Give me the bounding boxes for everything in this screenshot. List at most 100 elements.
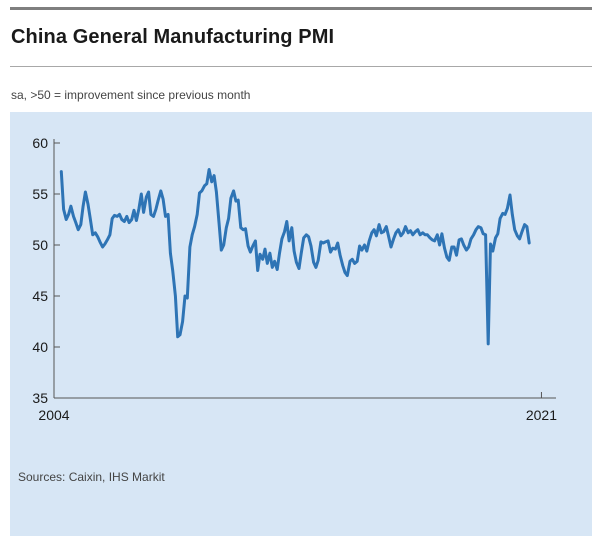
data-point	[80, 223, 82, 226]
data-point	[523, 223, 526, 226]
data-point	[123, 220, 126, 223]
data-point	[104, 243, 106, 245]
data-point	[65, 218, 67, 221]
data-point	[358, 245, 361, 247]
data-point	[363, 244, 366, 246]
data-point	[235, 200, 237, 202]
data-point	[475, 228, 477, 231]
data-point	[208, 168, 210, 171]
data-point	[373, 228, 375, 231]
data-point	[312, 261, 315, 264]
data-point	[167, 213, 169, 216]
data-point	[431, 239, 434, 241]
y-tick-label: 50	[32, 237, 48, 253]
data-point	[317, 259, 320, 262]
data-point	[150, 213, 152, 216]
data-point	[128, 221, 130, 224]
data-point	[225, 226, 228, 229]
data-point	[467, 246, 470, 248]
data-point	[513, 228, 516, 231]
data-point	[368, 240, 371, 242]
data-point	[339, 254, 341, 256]
data-point	[230, 197, 232, 199]
data-point	[349, 260, 351, 263]
pmi-series-line	[59, 168, 531, 346]
data-point	[288, 240, 290, 242]
data-point	[443, 247, 446, 249]
data-point	[121, 218, 123, 221]
data-point	[113, 214, 116, 217]
data-point	[70, 205, 72, 207]
data-point	[380, 232, 383, 234]
data-point	[472, 234, 475, 236]
data-point	[438, 244, 441, 246]
data-point	[353, 262, 356, 265]
data-point	[222, 244, 225, 246]
data-point	[249, 251, 252, 253]
data-point	[193, 225, 196, 228]
data-point	[181, 320, 184, 323]
data-point	[130, 218, 133, 221]
data-point	[145, 196, 148, 198]
data-point	[302, 237, 305, 239]
data-point	[417, 228, 419, 231]
data-point	[106, 239, 109, 241]
data-point	[492, 250, 494, 252]
data-point	[206, 183, 208, 185]
data-point	[433, 240, 436, 242]
data-point	[218, 221, 220, 224]
data-point	[118, 213, 121, 216]
data-point	[390, 246, 392, 248]
data-point	[385, 225, 388, 228]
data-point	[356, 260, 359, 263]
data-point	[87, 203, 89, 205]
data-point	[252, 245, 254, 247]
data-point	[378, 223, 380, 226]
data-point	[210, 181, 213, 183]
data-point	[336, 242, 339, 244]
data-point	[295, 261, 298, 264]
data-point	[298, 267, 300, 270]
y-tick-label: 35	[32, 390, 48, 406]
data-point	[240, 226, 242, 229]
data-point	[366, 250, 368, 252]
data-point	[375, 235, 378, 237]
data-point	[400, 235, 402, 237]
data-point	[404, 225, 407, 228]
data-point	[198, 192, 201, 194]
data-point	[91, 234, 94, 236]
data-point	[482, 233, 485, 235]
data-point	[499, 217, 501, 220]
data-point	[407, 232, 410, 234]
data-point	[426, 234, 429, 236]
data-point	[152, 215, 155, 218]
data-point	[171, 269, 174, 272]
chart-panel	[10, 112, 592, 536]
data-point	[392, 238, 395, 240]
data-point	[387, 236, 390, 238]
data-point	[142, 211, 145, 214]
y-tick-label: 60	[32, 135, 48, 151]
data-point	[72, 215, 75, 218]
data-point	[419, 234, 421, 236]
data-point	[169, 252, 172, 254]
data-point	[341, 264, 344, 267]
data-point	[307, 236, 310, 238]
data-point	[489, 243, 492, 245]
data-point	[344, 271, 346, 274]
data-point	[138, 207, 140, 210]
data-point	[324, 241, 327, 243]
data-point	[176, 336, 179, 338]
data-point	[477, 225, 480, 228]
top-rule	[10, 7, 592, 10]
data-point	[215, 191, 218, 193]
data-point	[89, 218, 92, 221]
data-point	[155, 208, 157, 211]
data-point	[186, 297, 189, 299]
y-tick-label: 40	[32, 339, 48, 355]
data-point	[276, 268, 279, 271]
data-point	[509, 194, 511, 196]
data-point	[484, 234, 487, 236]
data-point	[281, 238, 283, 240]
